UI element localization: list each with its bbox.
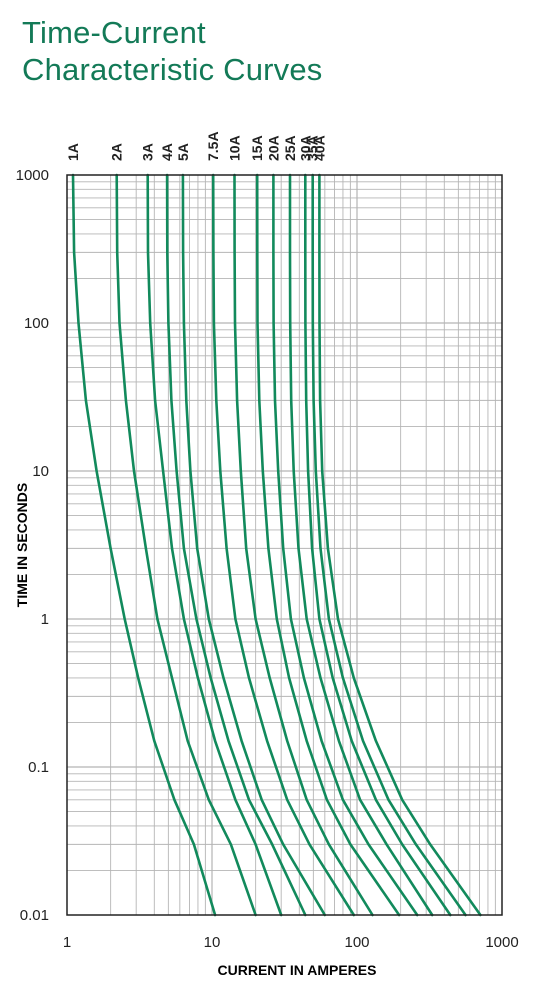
curve-label: 25A xyxy=(282,135,298,161)
chart-title: Time-Current Characteristic Curves xyxy=(22,14,323,88)
chart-title-line2: Characteristic Curves xyxy=(22,52,323,87)
curve-label: 4A xyxy=(159,143,175,161)
curve-label: 15A xyxy=(249,135,265,161)
curve-label: 40A xyxy=(311,135,327,161)
curve-15A xyxy=(255,173,401,917)
curve-label: 35A xyxy=(305,135,321,161)
curve-label: 20A xyxy=(265,135,281,161)
x-tick-label: 1000 xyxy=(485,934,518,951)
curve-label: 5A xyxy=(175,143,191,161)
chart-title-line1: Time-Current xyxy=(22,15,206,50)
curve-35A xyxy=(311,173,467,917)
y-tick-label: 0.1 xyxy=(28,759,49,776)
axes: 1 10 100 1000 0.01 0.1 1 10 100 1000 xyxy=(16,167,519,951)
y-tick-label: 1 xyxy=(41,611,49,628)
x-axis-label: CURRENT IN AMPERES xyxy=(218,962,377,978)
curve-4A xyxy=(165,173,307,917)
curve-label: 1A xyxy=(65,143,81,161)
curve-label: 7.5A xyxy=(205,131,221,161)
curve-label: 3A xyxy=(140,143,156,161)
curve-label: 30A xyxy=(297,135,313,161)
grid xyxy=(67,175,502,915)
curve-1A xyxy=(71,173,217,917)
y-axis-label: TIME IN SECONDS xyxy=(14,483,30,607)
curve-40A xyxy=(318,173,482,917)
y-tick-label: 1000 xyxy=(16,167,49,184)
y-tick-label: 100 xyxy=(24,315,49,332)
curves xyxy=(71,173,482,917)
curve-7-5A xyxy=(211,173,356,917)
curve-label: 10A xyxy=(227,135,243,161)
curve-20A xyxy=(272,173,419,917)
plot-frame xyxy=(66,174,503,916)
curve-2A xyxy=(115,173,257,917)
curve-30A xyxy=(304,173,452,917)
curve-25A xyxy=(288,173,434,917)
curve-label: 2A xyxy=(109,143,125,161)
curve-10A xyxy=(233,173,374,917)
x-tick-label: 1 xyxy=(63,934,71,951)
x-tick-label: 10 xyxy=(204,934,221,951)
curve-5A xyxy=(181,173,327,917)
y-tick-label: 0.01 xyxy=(20,907,49,924)
y-tick-label: 10 xyxy=(32,463,49,480)
curve-3A xyxy=(146,173,283,917)
x-tick-label: 100 xyxy=(344,934,369,951)
